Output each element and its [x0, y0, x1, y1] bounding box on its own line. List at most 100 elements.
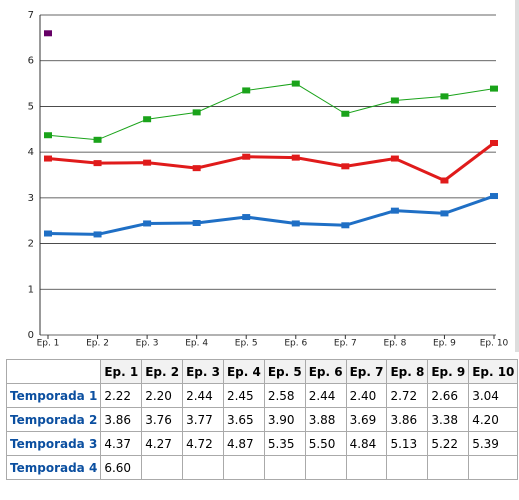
point-marker: [390, 207, 399, 214]
column-header: Ep. 1: [100, 359, 143, 384]
row-header[interactable]: Temporada 1: [5, 383, 102, 408]
value-cell: 2.72: [386, 383, 429, 408]
value-cell: 2.44: [182, 383, 224, 408]
x-tick-label: Ep. 2: [86, 339, 109, 349]
value-cell: 3.69: [345, 407, 388, 432]
data-table: Ep. 1 Ep. 2 Ep. 3 Ep. 4 Ep. 5 Ep. 6 Ep. 7 Ep. 8…: [5, 359, 519, 480]
empty-cell: [263, 455, 306, 480]
point-marker: [44, 132, 52, 139]
y-tick-label: 6: [28, 56, 34, 67]
series-line: [47, 83, 495, 141]
point-marker: [490, 85, 498, 92]
value-cell: 3.86: [386, 407, 429, 432]
column-header: Ep. 2: [141, 359, 184, 384]
x-tick-label: Ep. 4: [185, 339, 208, 349]
column-header: Ep. 6: [304, 359, 347, 384]
point-marker: [143, 159, 152, 166]
value-cell: 3.86: [100, 407, 143, 432]
x-tick-label: Ep. 10: [480, 339, 509, 349]
y-tick-label: 0: [28, 330, 34, 341]
value-cell: 3.76: [141, 407, 184, 432]
value-cell: 2.20: [141, 383, 184, 408]
y-tick-label: 2: [28, 239, 34, 250]
column-header: Ep. 7: [345, 359, 388, 384]
data-row: Temporada 3 4.37 4.27 4.72 4.87 5.35 5.50 4.84 5…: [5, 431, 519, 456]
y-tick-label: 5: [28, 101, 34, 112]
value-cell: 2.45: [222, 383, 265, 408]
empty-cell: [304, 455, 347, 480]
point-marker: [440, 93, 449, 100]
empty-cell: [182, 455, 224, 480]
empty-cell: [427, 455, 470, 480]
value-cell: 3.88: [304, 407, 347, 432]
column-header: Ep. 5: [263, 359, 306, 384]
point-marker: [291, 220, 300, 227]
empty-cell: [345, 455, 388, 480]
point-marker: [440, 210, 449, 217]
data-row: Temporada 1 2.22 2.20 2.44 2.45 2.58 2.44 2.40 2…: [5, 383, 519, 408]
point-marker: [440, 177, 449, 184]
empty-cell: [222, 455, 265, 480]
point-marker: [44, 30, 52, 37]
empty-cell: [141, 455, 184, 480]
point-marker: [192, 220, 201, 226]
point-marker: [490, 140, 498, 146]
empty-cell: [468, 455, 519, 480]
row-header[interactable]: Temporada 4: [5, 455, 102, 480]
y-tick-label: 1: [28, 284, 34, 295]
value-cell: 5.22: [427, 431, 470, 456]
x-tick-label: Ep. 8: [383, 339, 406, 349]
value-cell: 3.90: [263, 407, 306, 432]
value-cell: 2.58: [263, 383, 306, 408]
value-cell: 3.04: [468, 383, 519, 408]
point-marker: [242, 87, 251, 94]
value-cell: 3.77: [182, 407, 224, 432]
value-cell: 3.38: [427, 407, 470, 432]
point-marker: [44, 155, 52, 162]
column-header: Ep. 10: [468, 359, 519, 384]
value-cell: 2.44: [304, 383, 347, 408]
value-cell: 4.87: [222, 431, 265, 456]
x-tick-label: Ep. 9: [433, 339, 456, 349]
value-cell: 4.20: [468, 407, 519, 432]
point-marker: [291, 80, 300, 87]
column-header: Ep. 8: [386, 359, 429, 384]
header-row: Ep. 1 Ep. 2 Ep. 3 Ep. 4 Ep. 5 Ep. 6 Ep. 7 Ep. 8…: [5, 359, 519, 384]
point-marker: [93, 160, 102, 167]
chart: 0 1 2 3 4 5 6 7 Ep. 1 Ep. 2 Ep. 3 Ep. 4 Ep. 5 Ep. 6 Ep…: [27, 0, 519, 352]
data-row: Temporada 2 3.86 3.76 3.77 3.65 3.90 3.88 3.69 3…: [5, 407, 519, 432]
x-tick-label: Ep. 1: [37, 339, 60, 349]
point-marker: [242, 153, 251, 160]
value-cell: 4.72: [182, 431, 224, 456]
series-line: [47, 141, 495, 183]
x-tick-label: Ep. 3: [136, 339, 159, 349]
point-marker: [242, 214, 251, 221]
point-marker: [341, 110, 350, 117]
value-cell: 4.84: [345, 431, 388, 456]
point-marker: [341, 163, 350, 170]
value-cell: 5.13: [386, 431, 429, 456]
x-tick-label: Ep. 6: [284, 339, 307, 349]
column-header: Ep. 3: [182, 359, 224, 384]
series-line: [47, 194, 495, 236]
point-marker: [143, 220, 152, 227]
x-tick-label: Ep. 5: [235, 339, 258, 349]
empty-cell: [386, 455, 429, 480]
point-marker: [390, 155, 399, 162]
corner-cell: [5, 359, 102, 384]
value-cell: 2.40: [345, 383, 388, 408]
point-marker: [490, 193, 498, 200]
point-marker: [390, 97, 399, 104]
point-marker: [192, 165, 201, 172]
x-tick-label: Ep. 7: [334, 339, 357, 349]
point-marker: [192, 109, 201, 116]
row-header[interactable]: Temporada 3: [5, 431, 102, 456]
value-cell: 4.27: [141, 431, 184, 456]
y-tick-label: 3: [28, 193, 34, 204]
value-cell: 2.22: [100, 383, 143, 408]
point-marker: [93, 136, 102, 143]
y-tick-label: 4: [28, 147, 34, 158]
value-cell: 6.60: [100, 455, 143, 480]
row-header[interactable]: Temporada 2: [5, 407, 102, 432]
